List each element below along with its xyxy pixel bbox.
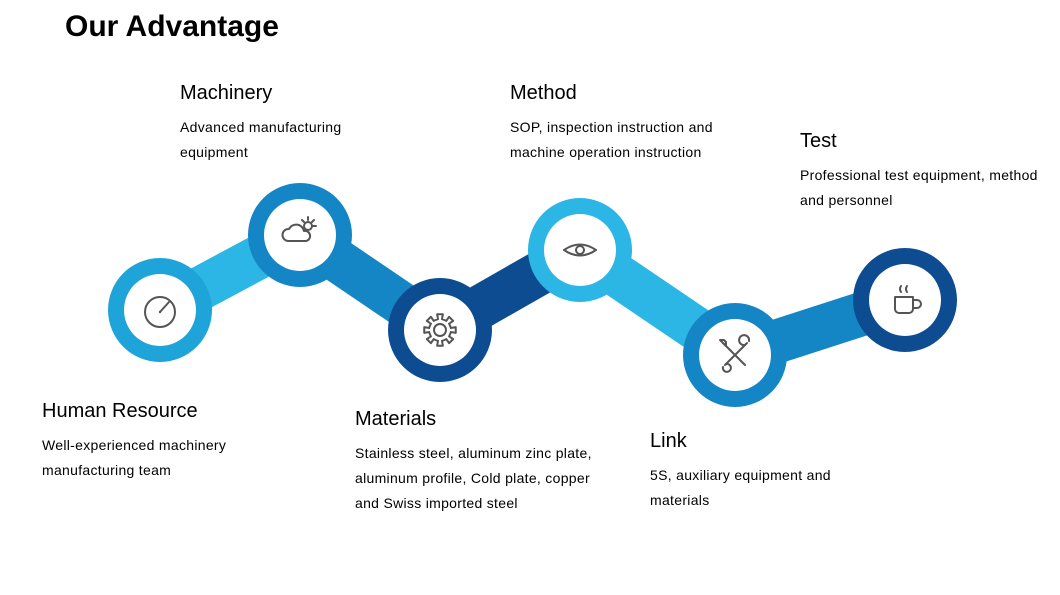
node-test xyxy=(853,248,957,352)
label-test: Test Professional test equipment, method … xyxy=(800,130,1050,213)
label-title-method: Method xyxy=(510,82,760,105)
label-title-human-resource: Human Resource xyxy=(42,400,272,423)
label-machinery: Machinery Advanced manufacturing equipmen… xyxy=(180,82,410,165)
label-desc-machinery: Advanced manufacturing equipment xyxy=(180,115,410,165)
label-desc-link: 5S, auxiliary equipment and materials xyxy=(650,463,880,513)
label-human-resource: Human Resource Well-experienced machinery… xyxy=(42,400,272,483)
label-title-test: Test xyxy=(800,130,1050,153)
label-title-materials: Materials xyxy=(355,408,595,431)
node-link xyxy=(683,303,787,407)
label-desc-test: Professional test equipment, method and … xyxy=(800,163,1050,213)
label-desc-materials: Stainless steel, aluminum zinc plate, al… xyxy=(355,441,595,517)
node-materials xyxy=(388,278,492,382)
label-link: Link 5S, auxiliary equipment and material… xyxy=(650,430,880,513)
label-title-link: Link xyxy=(650,430,880,453)
label-desc-method: SOP, inspection instruction and machine … xyxy=(510,115,760,165)
node-method xyxy=(528,198,632,302)
label-desc-human-resource: Well-experienced machinery manufacturing… xyxy=(42,433,272,483)
label-materials: Materials Stainless steel, aluminum zinc … xyxy=(355,408,595,517)
node-human-resource xyxy=(108,258,212,362)
label-method: Method SOP, inspection instruction and ma… xyxy=(510,82,760,165)
node-machinery xyxy=(248,183,352,287)
label-title-machinery: Machinery xyxy=(180,82,410,105)
